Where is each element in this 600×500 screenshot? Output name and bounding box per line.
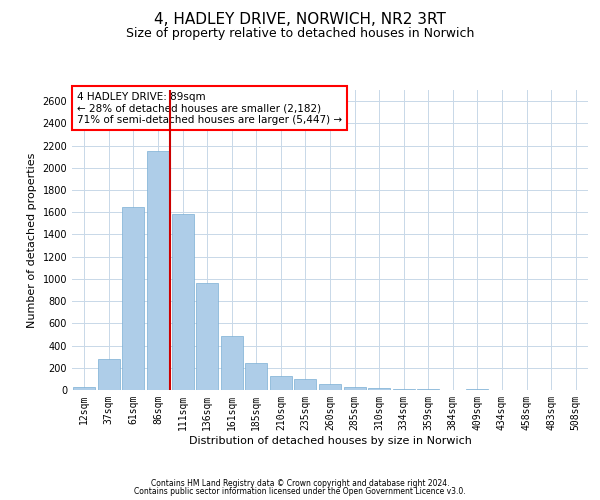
- Y-axis label: Number of detached properties: Number of detached properties: [27, 152, 37, 328]
- Text: Contains public sector information licensed under the Open Government Licence v3: Contains public sector information licen…: [134, 487, 466, 496]
- Text: 4, HADLEY DRIVE, NORWICH, NR2 3RT: 4, HADLEY DRIVE, NORWICH, NR2 3RT: [154, 12, 446, 28]
- Bar: [344, 386, 365, 390]
- Bar: [319, 384, 341, 390]
- Bar: [270, 376, 292, 390]
- Bar: [122, 206, 145, 390]
- X-axis label: Distribution of detached houses by size in Norwich: Distribution of detached houses by size …: [188, 436, 472, 446]
- Bar: [196, 284, 218, 390]
- Bar: [392, 389, 415, 390]
- Bar: [221, 336, 243, 390]
- Text: 4 HADLEY DRIVE: 89sqm
← 28% of detached houses are smaller (2,182)
71% of semi-d: 4 HADLEY DRIVE: 89sqm ← 28% of detached …: [77, 92, 342, 124]
- Text: Contains HM Land Registry data © Crown copyright and database right 2024.: Contains HM Land Registry data © Crown c…: [151, 478, 449, 488]
- Bar: [172, 214, 194, 390]
- Bar: [98, 359, 120, 390]
- Bar: [295, 380, 316, 390]
- Bar: [73, 386, 95, 390]
- Bar: [368, 388, 390, 390]
- Bar: [147, 151, 169, 390]
- Text: Size of property relative to detached houses in Norwich: Size of property relative to detached ho…: [126, 28, 474, 40]
- Bar: [466, 389, 488, 390]
- Bar: [245, 364, 268, 390]
